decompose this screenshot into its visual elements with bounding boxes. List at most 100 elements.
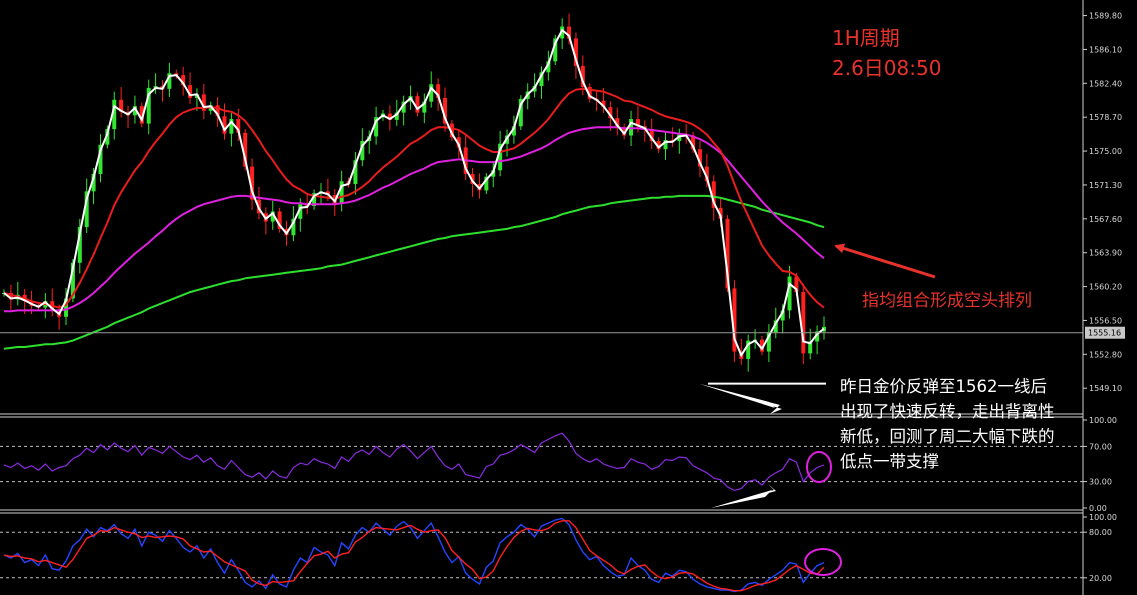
stoch-signal-line xyxy=(3,520,825,592)
stochastic-panel xyxy=(0,517,1083,593)
bull-candle xyxy=(766,332,771,352)
bull-candle xyxy=(560,26,565,39)
bear-candle xyxy=(580,65,585,87)
bull-candle xyxy=(746,340,751,359)
bear-candle xyxy=(139,106,144,124)
bull-candle xyxy=(112,99,117,130)
bull-candle xyxy=(394,112,399,120)
bull-candle xyxy=(663,140,668,150)
price-tick-label: 1567.60 xyxy=(1089,215,1122,224)
bear-candle xyxy=(801,292,806,354)
rsi-arrow-body xyxy=(711,490,772,508)
bull-candle xyxy=(553,38,558,62)
stoch-tick-label: 100.00 xyxy=(1089,513,1117,522)
bull-candle xyxy=(146,87,151,124)
current-price-box xyxy=(1085,326,1125,339)
bear-candle xyxy=(436,84,441,98)
bull-candle xyxy=(360,140,365,161)
bull-candle xyxy=(808,341,813,354)
price-tick-label: 1589.80 xyxy=(1089,12,1122,21)
price-tick-label: 1563.90 xyxy=(1089,249,1122,258)
bear-candle xyxy=(615,118,620,128)
bull-candle xyxy=(270,211,275,222)
price-axis: 1589.80 1586.10 1582.40 1578.70 1575.00 1571.… xyxy=(1082,0,1125,595)
ma-alignment-note: 指均组合形成空头排列 xyxy=(862,291,1032,311)
comment-line: 出现了快速反转，走出背离性 xyxy=(840,402,1055,421)
bull-candle xyxy=(312,193,317,206)
bear-candle xyxy=(243,132,248,167)
bear-candle xyxy=(236,119,241,133)
ma-long-line xyxy=(3,194,825,350)
bear-candle xyxy=(711,181,716,208)
bear-candle xyxy=(188,85,193,98)
bull-candle xyxy=(484,176,489,191)
bear-candle xyxy=(601,100,606,108)
bear-candle xyxy=(704,166,709,182)
bear-candle xyxy=(119,99,124,112)
bear-candle xyxy=(794,276,799,293)
bull-candle xyxy=(773,320,778,333)
price-tick-label: 1582.40 xyxy=(1089,79,1122,88)
bear-candle xyxy=(587,86,592,99)
price-tick-label: 1552.80 xyxy=(1089,350,1122,359)
bull-candle xyxy=(64,298,69,317)
price-tick-label: 1571.30 xyxy=(1089,181,1122,190)
bull-candle xyxy=(105,129,110,145)
rsi-highlight-circle xyxy=(806,451,832,483)
bull-candle xyxy=(98,144,103,174)
bull-candle xyxy=(429,84,434,102)
bull-candle xyxy=(298,204,303,219)
annotation-overlay xyxy=(700,243,936,576)
rsi-line xyxy=(3,432,825,492)
bear-candle xyxy=(250,166,255,200)
stoch-highlight-circle xyxy=(804,548,842,576)
bear-candle xyxy=(201,94,206,111)
bear-candle xyxy=(222,116,227,134)
timestamp-label: 2.6日08:50 xyxy=(832,56,942,80)
stoch-tick-label: 20.00 xyxy=(1089,574,1112,583)
price-tick-label: 1560.20 xyxy=(1089,283,1122,292)
bear-candle xyxy=(608,107,613,119)
ma-fast-line xyxy=(3,28,825,358)
rsi-tick-label: 0.00 xyxy=(1089,504,1107,513)
bull-candle xyxy=(498,143,503,171)
price-tick-label: 1556.50 xyxy=(1089,316,1122,325)
bear-candle xyxy=(470,173,475,185)
bear-candle xyxy=(759,339,764,352)
bull-candle xyxy=(91,173,96,192)
bear-candle xyxy=(8,292,13,300)
comment-line: 昨日金价反弹至1562一线后 xyxy=(840,377,1047,396)
rsi-tick-label: 100.00 xyxy=(1089,416,1117,425)
bear-candle xyxy=(725,218,730,289)
bull-candle xyxy=(70,262,75,299)
bull-candle xyxy=(546,61,551,73)
price-divergence-arrow xyxy=(700,384,782,414)
rsi-tick-label: 70.00 xyxy=(1089,442,1112,451)
ma-mid-line xyxy=(3,87,825,309)
bull-candle xyxy=(353,160,358,185)
bear-candle xyxy=(415,96,420,113)
bear-candle xyxy=(387,113,392,120)
bear-candle xyxy=(732,288,737,352)
bull-candle xyxy=(677,134,682,141)
bull-candle xyxy=(518,98,523,127)
bear-candle xyxy=(622,127,627,136)
bear-candle xyxy=(649,129,654,141)
bull-candle xyxy=(77,227,82,263)
price-panel xyxy=(0,13,1083,418)
bull-candle xyxy=(339,181,344,204)
comment-line: 低点一带支撑 xyxy=(840,452,939,471)
bear-candle xyxy=(718,207,723,219)
stoch-main-line xyxy=(3,517,825,593)
bull-candle xyxy=(401,101,406,113)
bull-candle xyxy=(422,101,427,113)
bull-candle xyxy=(511,126,516,136)
bear-candle xyxy=(443,97,448,124)
bear-candle xyxy=(691,135,696,150)
bull-candle xyxy=(374,117,379,137)
bear-candle xyxy=(567,26,572,39)
bull-candle xyxy=(132,106,137,116)
bear-candle xyxy=(697,149,702,167)
price-tick-label: 1549.10 xyxy=(1089,384,1122,393)
